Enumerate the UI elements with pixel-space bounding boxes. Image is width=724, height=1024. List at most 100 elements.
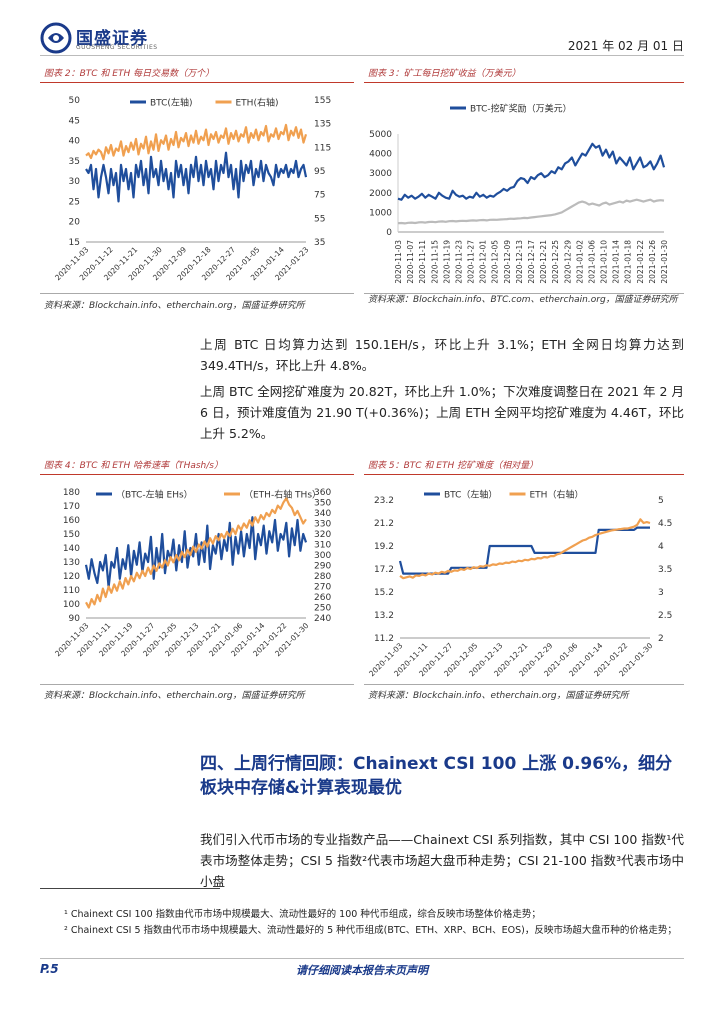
fig3-x-tick: 2020-11-27	[467, 240, 476, 284]
fig4-y-left-tick: 90	[69, 614, 81, 624]
fig3-x-tick: 2020-11-03	[394, 240, 403, 284]
footnote-2: ² Chainext CSI 5 指数由代币市场中规模最大、流动性最好的 5 种…	[64, 925, 677, 936]
fig2-y-left-tick: 35	[69, 157, 80, 167]
fig5-y-left-tick: 17.2	[374, 565, 394, 575]
fig3-legend-label: BTC-挖矿奖励（万美元）	[470, 103, 572, 115]
fig4-y-right-tick: 300	[314, 551, 331, 561]
fig4-plot: 90 100 110 120 130 140 150 160 170 180 24025026027…	[53, 488, 331, 658]
fig2-y-left-tick: 40	[69, 137, 81, 147]
fig5-y-right-tick: 3.5	[658, 565, 672, 575]
fig5-source: 资料来源：Blockchain.info、etherchain.org，国盛证券…	[368, 691, 629, 701]
fig5-y-left-tick: 11.2	[374, 634, 394, 644]
fig4-legend-label: （ETH-右轴 THs）	[244, 489, 321, 501]
fig2-y-left-tick: 20	[69, 218, 81, 228]
fig3-y-left-tick: 0	[386, 228, 392, 238]
fig5-caption: 图表 5：BTC 和 ETH 挖矿难度（相对量）	[368, 461, 539, 471]
fig3-x-tick: 2021-01-22	[636, 240, 645, 284]
fig4-y-right-tick: 360	[314, 488, 331, 498]
fig4-y-right-tick: 260	[314, 593, 331, 603]
fig2-caption-line	[40, 82, 354, 83]
fig3-x-tick: 2020-12-25	[551, 240, 560, 284]
section-title: 四、上周行情回顾：Chainext CSI 100 上涨 0.96%，细分板块中…	[200, 754, 673, 798]
fig3-plot: 0 1000 2000 3000 4000 5000 2020-11-03 2020-11-0…	[369, 103, 669, 284]
fig3-caption: 图表 3：矿工每日挖矿收益（万美元）	[368, 69, 521, 79]
fig2-y-right-tick: 55	[314, 214, 325, 224]
fig3-x-tick: 2020-11-23	[454, 240, 463, 284]
footnote-1: ¹ Chainext CSI 100 指数由代币市场中规模最大、流动性最好的 1…	[64, 909, 541, 920]
fig4-y-right-tick: 330	[314, 520, 331, 530]
fig2-legend-label: BTC(左轴)	[150, 97, 192, 109]
fig2-source: 资料来源：Blockchain.info、etherchain.org，国盛证券…	[44, 301, 305, 311]
fig4-y-left-tick: 180	[63, 488, 80, 498]
fig4-y-right-tick: 340	[314, 509, 331, 519]
fig4-y-left-tick: 100	[63, 600, 80, 610]
fig2-plot: 1520253035404550355575951151351552020-11…	[53, 96, 331, 282]
fig2-y-left-tick: 30	[69, 177, 81, 187]
fig2-y-left-tick: 25	[69, 197, 80, 207]
logo-name: 国盛证券	[76, 29, 148, 49]
fig3-series-line-1	[397, 198, 665, 225]
fig4-series-line-0	[84, 516, 308, 589]
fig5-y-left-tick: 21.2	[374, 519, 394, 529]
fig3-x-tick: 2021-01-14	[612, 240, 621, 284]
report-date: 2021 年 02 月 01 日	[567, 39, 684, 53]
company-logo: 国盛证券 GUOSHENG SECURITIES	[40, 22, 180, 54]
fig3-x-tick: 2020-11-11	[418, 240, 427, 284]
fig3-x-tick: 2021-01-18	[624, 240, 633, 284]
fig4-y-right-tick: 350	[314, 499, 331, 509]
fig4-y-right-tick: 280	[314, 572, 331, 582]
fig5-legend-label: BTC（左轴）	[444, 489, 497, 501]
fig4-y-right-tick: 240	[314, 614, 331, 624]
fig4-y-left-tick: 170	[63, 502, 80, 512]
fig2-y-left-tick: 50	[69, 96, 81, 106]
footnote-separator	[40, 888, 220, 889]
fig3-x-tick: 2020-12-13	[515, 240, 524, 284]
fig2-y-right-tick: 155	[314, 96, 331, 106]
footer-disclaimer: 请仔细阅读本报告末页声明	[296, 964, 428, 977]
fig5-y-right-tick: 2.5	[658, 611, 672, 621]
fig2-y-right-tick: 115	[314, 143, 331, 153]
fig3-x-tick: 2021-01-30	[660, 240, 669, 284]
fig5-y-right-tick: 4.5	[658, 519, 672, 529]
fig5-y-left-tick: 13.2	[374, 611, 394, 621]
fig4-source: 资料来源：Blockchain.info、etherchain.org，国盛证券…	[44, 691, 305, 701]
fig5-plot: 11.2 13.2 15.2 17.2 19.2 21.2 23.2 2 2.5 3 3.5 4 4.5…	[367, 489, 672, 679]
fig3-x-tick: 2020-12-09	[503, 240, 512, 284]
fig3-series-line-0	[397, 142, 666, 201]
fig2-legend-label: ETH(右轴)	[236, 97, 279, 109]
fig3-x-tick: 2020-11-07	[406, 240, 415, 284]
fig3-x-tick: 2021-01-26	[648, 240, 657, 284]
fig2-y-right-tick: 35	[314, 238, 325, 248]
fig4-y-right-tick: 320	[314, 530, 331, 540]
fig2-caption: 图表 2：BTC 和 ETH 每日交易数（万个）	[44, 69, 215, 79]
fig3-x-tick: 2020-11-15	[430, 240, 439, 284]
fig4-y-left-tick: 160	[63, 516, 80, 526]
fig5-y-left-tick: 23.2	[374, 496, 394, 506]
fig3-y-left-tick: 4000	[369, 150, 392, 160]
fig2-y-right-tick: 135	[314, 120, 331, 130]
fig2-y-left-tick: 15	[69, 238, 80, 248]
fig5-y-left-tick: 15.2	[374, 588, 394, 598]
fig4-y-left-tick: 130	[63, 558, 80, 568]
fig3-source: 资料来源：Blockchain.info、BTC.com、etherchain.…	[368, 295, 678, 305]
fig4-caption: 图表 4：BTC 和 ETH 哈希速率（THash/s）	[44, 461, 223, 471]
logo-subtitle: GUOSHENG SECURITIES	[76, 44, 158, 51]
fig3-chart: 0 1000 2000 3000 4000 5000 2020-11-03 2020-11-0…	[369, 103, 669, 284]
fig5-y-left-tick: 19.2	[374, 542, 394, 552]
fig2-y-right-tick: 75	[314, 191, 325, 201]
fig5-series-line-1	[399, 518, 651, 580]
fig3-x-tick: 2020-12-29	[563, 240, 572, 284]
logo-icon	[40, 22, 72, 54]
fig3-y-left-tick: 1000	[369, 208, 392, 218]
fig3-x-tick: 2021-01-02	[575, 240, 584, 284]
fig3-x-tick: 2020-12-21	[539, 240, 548, 284]
paragraph-difficulty: 上周 BTC 全网挖矿难度为 20.82T，环比上升 1.0%；下次难度调整日在…	[200, 384, 684, 441]
fig3-caption-line	[364, 82, 684, 83]
fig3-x-tick: 2021-01-06	[587, 240, 596, 284]
fig5-y-right-tick: 4	[658, 542, 664, 552]
fig3-x-tick: 2020-12-01	[479, 240, 488, 284]
footer-divider	[40, 958, 684, 959]
fig4-y-right-tick: 270	[314, 583, 331, 593]
fig5-y-right-tick: 5	[658, 496, 664, 506]
fig4-y-left-tick: 140	[63, 544, 80, 554]
